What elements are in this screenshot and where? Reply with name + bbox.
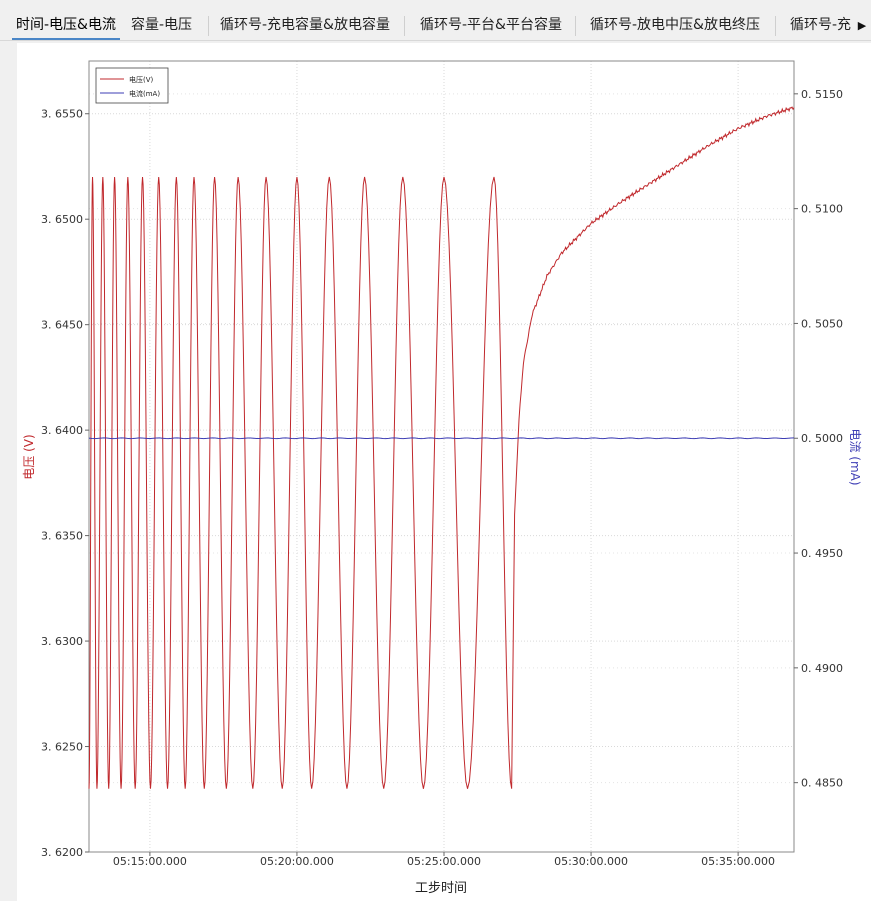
voltage-series-line <box>88 106 795 789</box>
y-left-tick-label: 3. 6550 <box>41 108 83 121</box>
x-tick-label: 05:35:00.000 <box>701 855 775 868</box>
x-tick-label: 05:30:00.000 <box>554 855 628 868</box>
tab-cycle-plateau-capacity[interactable]: 循环号-平台&平台容量 <box>420 17 562 33</box>
y-right-tick-label: 0. 5000 <box>801 432 843 445</box>
y-left-tick-label: 3. 6200 <box>41 846 83 859</box>
tab-cycle-charge-discharge-capacity[interactable]: 循环号-充电容量&放电容量 <box>220 17 390 33</box>
y-left-tick-label: 3. 6350 <box>41 530 83 543</box>
y-left-tick-label: 3. 6450 <box>41 319 83 332</box>
tab-scroll-right-icon[interactable]: ▶ <box>855 16 869 34</box>
current-series-line <box>88 437 795 440</box>
legend-label-voltage: 电压(V) <box>129 75 154 84</box>
y-right-tick-label: 0. 4950 <box>801 547 843 560</box>
y-left-tick-label: 3. 6500 <box>41 213 83 226</box>
y-left-tick-label: 3. 6300 <box>41 635 83 648</box>
y-left-tick-label: 3. 6250 <box>41 741 83 754</box>
y-right-tick-label: 0. 5150 <box>801 88 843 101</box>
x-tick-label: 05:25:00.000 <box>407 855 481 868</box>
tab-separator <box>404 16 405 36</box>
series-layer <box>88 106 795 789</box>
y-left-tick-label: 3. 6400 <box>41 424 83 437</box>
chart-legend: 电压(V) 电流(mA) <box>95 67 169 104</box>
x-axis-label: 工步时间 <box>415 881 467 896</box>
y-right-tick-label: 0. 5100 <box>801 203 843 216</box>
y-right-tick-label: 0. 5050 <box>801 317 843 330</box>
plot-area-frame <box>88 60 795 853</box>
x-tick-label: 05:20:00.000 <box>260 855 334 868</box>
tab-separator <box>208 16 209 36</box>
tab-capacity-voltage[interactable]: 容量-电压 <box>131 17 193 33</box>
tab-separator <box>575 16 576 36</box>
chart-tab-bar: 时间-电压&电流 容量-电压 循环号-充电容量&放电容量 循环号-平台&平台容量… <box>0 0 871 41</box>
legend-label-current: 电流(mA) <box>129 89 160 98</box>
tab-time-voltage-current[interactable]: 时间-电压&电流 <box>12 12 120 40</box>
y-right-tick-label: 0. 4850 <box>801 777 843 790</box>
y-right-tick-label: 0. 4900 <box>801 662 843 675</box>
tab-cycle-discharge-mid-end-voltage[interactable]: 循环号-放电中压&放电终压 <box>590 17 760 33</box>
tab-cycle-charge-truncated[interactable]: 循环号-充 <box>790 17 852 33</box>
x-tick-label: 05:15:00.000 <box>113 855 187 868</box>
y-axis-left-label: 电压 (V) <box>22 434 36 479</box>
tab-separator <box>775 16 776 36</box>
legend-box <box>95 67 169 104</box>
y-axis-right-label: 电流 (mA) <box>848 428 862 485</box>
axis-ticks: 05:15:00.000 05:20:00.000 05:25:00.000 05:3… <box>41 88 843 868</box>
